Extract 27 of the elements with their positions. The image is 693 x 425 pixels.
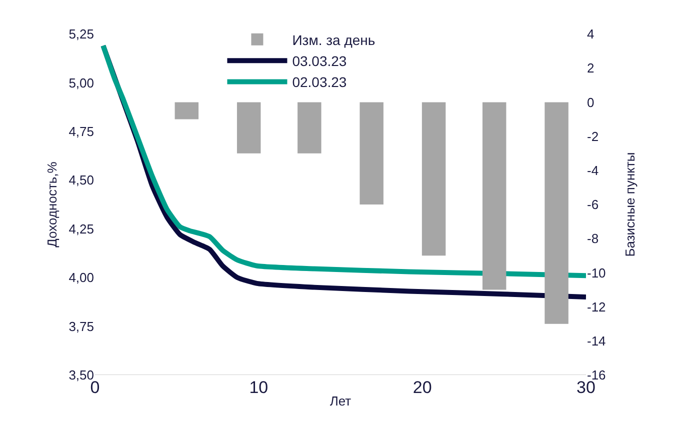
y-tick-label: 3,75 bbox=[68, 318, 94, 334]
y2-tick-label: -6 bbox=[587, 197, 599, 212]
legend-label: 02.03.23 bbox=[292, 74, 347, 90]
y2-tick-label: -4 bbox=[587, 162, 599, 178]
y2-tick-label: 2 bbox=[587, 60, 594, 76]
y-axis-title: Доходность,% bbox=[44, 161, 60, 248]
x-tick-label: 10 bbox=[249, 378, 268, 397]
y2-tick-label: 0 bbox=[587, 94, 594, 110]
x-tick-label: 0 bbox=[90, 378, 100, 397]
y-tick-label: 5,25 bbox=[68, 26, 94, 42]
y2-tick-label: -10 bbox=[587, 265, 606, 280]
y-tick-label: 4,75 bbox=[68, 124, 94, 139]
y-tick-label: 4,25 bbox=[68, 221, 94, 236]
y-tick-label: 4,50 bbox=[68, 172, 94, 188]
x-tick-label: 30 bbox=[576, 378, 596, 397]
x-axis-title: Лет bbox=[330, 394, 352, 409]
y2-tick-label: 4 bbox=[587, 26, 594, 42]
y-tick-label: 5,00 bbox=[68, 75, 94, 90]
y2-tick-label: -14 bbox=[587, 333, 606, 348]
y2-tick-label: -2 bbox=[587, 128, 599, 144]
y2-axis-title: Базисные пункты bbox=[622, 152, 638, 257]
legend-label: Изм. за день bbox=[292, 32, 376, 48]
legend-label: 03.03.23 bbox=[292, 53, 347, 70]
y2-tick-label: -12 bbox=[587, 299, 606, 314]
y-tick-label: 4,00 bbox=[68, 270, 94, 286]
y2-tick-label: -8 bbox=[587, 231, 599, 246]
x-tick-label: 20 bbox=[412, 378, 432, 397]
